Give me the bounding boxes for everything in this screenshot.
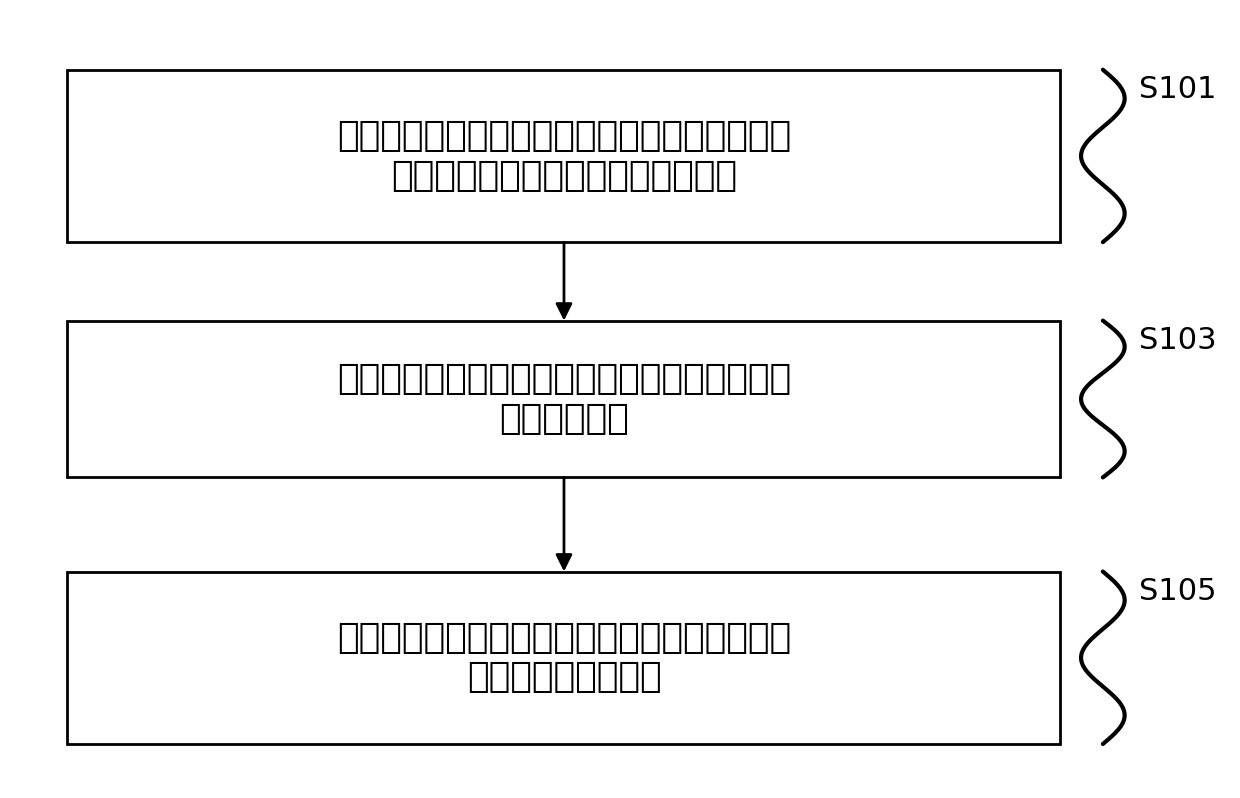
Text: S105: S105 [1140,577,1216,606]
Text: S101: S101 [1140,75,1216,104]
Text: 根据初始控件树上的各节点所在区域，确定至少
一个目标节点: 根据初始控件树上的各节点所在区域，确定至少 一个目标节点 [337,362,791,436]
FancyBboxPatch shape [67,571,1060,744]
FancyBboxPatch shape [67,321,1060,477]
Text: S103: S103 [1140,326,1216,354]
Text: 生成待测试应用的初始控件树，初始控件树中的
节点与待测试应用中的控件一一对应: 生成待测试应用的初始控件树，初始控件树中的 节点与待测试应用中的控件一一对应 [337,119,791,192]
Text: 基于至少一个目标节点，生成目标控件树，以对
待测试应用进行测试: 基于至少一个目标节点，生成目标控件树，以对 待测试应用进行测试 [337,621,791,694]
FancyBboxPatch shape [67,69,1060,242]
